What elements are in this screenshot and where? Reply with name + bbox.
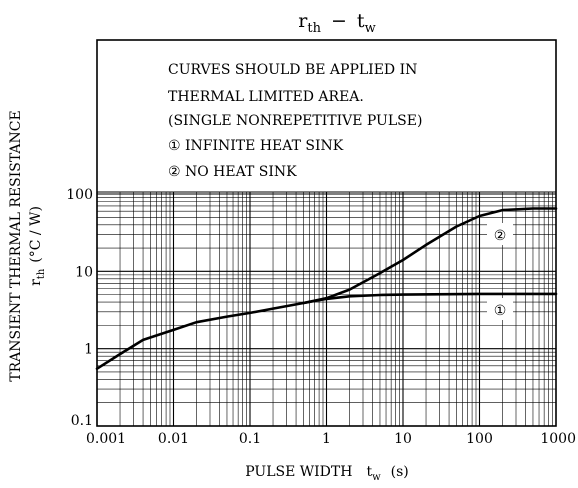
y-axis-unit: (°C / W) bbox=[28, 206, 44, 263]
y-axis-var-sub: th bbox=[36, 268, 47, 279]
y-tick-label: 0.1 bbox=[71, 413, 93, 429]
x-tick-label: 0.01 bbox=[158, 431, 189, 447]
y-axis-label-line1: TRANSIENT THERMAL RESISTANCE bbox=[8, 110, 24, 381]
y-tick-label: 10 bbox=[75, 264, 93, 280]
annotation-line: ① INFINITE HEAT SINK bbox=[168, 138, 344, 154]
y-tick-labels: 0.1 1 10 100 bbox=[66, 187, 93, 429]
series-label: ① bbox=[494, 303, 507, 319]
plot-grid bbox=[96, 191, 556, 427]
title-var-t: t bbox=[357, 10, 365, 32]
y-tick-label: 100 bbox=[66, 187, 93, 203]
x-tick-label: 100 bbox=[466, 431, 493, 447]
x-tick-label: 0.1 bbox=[239, 431, 261, 447]
x-tick-label: 0.001 bbox=[86, 431, 126, 447]
y-axis-label-line2: rth (°C / W) bbox=[28, 206, 47, 286]
series-label-bg bbox=[487, 223, 513, 245]
annotation-line: CURVES SHOULD BE APPLIED IN bbox=[168, 62, 417, 78]
title-separator: − bbox=[331, 10, 347, 32]
y-axis-var: r bbox=[28, 279, 44, 286]
title-sub-th: th bbox=[307, 21, 321, 36]
title-sub-w: w bbox=[365, 21, 376, 36]
x-tick-label: 1000 bbox=[540, 431, 576, 447]
plot-frame bbox=[96, 39, 557, 427]
curves bbox=[95, 207, 558, 370]
series-labels: ①② bbox=[487, 223, 513, 320]
annotation-line: THERMAL LIMITED AREA. bbox=[168, 89, 364, 105]
x-axis-var-sub: w bbox=[372, 472, 381, 483]
series-label: ② bbox=[494, 228, 507, 244]
series-label-bg bbox=[487, 298, 513, 320]
annotation-line: (SINGLE NONREPETITIVE PULSE) bbox=[168, 113, 422, 129]
x-tick-labels: 0.001 0.01 0.1 1 10 100 1000 bbox=[86, 431, 576, 447]
x-tick-label: 10 bbox=[394, 431, 412, 447]
chart-title: rth − tw bbox=[298, 10, 375, 36]
x-axis-label-text: PULSE WIDTH bbox=[245, 464, 352, 480]
x-axis-unit: (s) bbox=[391, 464, 409, 480]
curve-1 bbox=[95, 292, 558, 370]
x-axis-label: PULSE WIDTH tw (s) bbox=[245, 464, 409, 483]
x-axis-var: t bbox=[366, 464, 372, 480]
y-tick-label: 1 bbox=[84, 342, 93, 358]
curve-2 bbox=[302, 207, 558, 305]
annotation-line: ② NO HEAT SINK bbox=[168, 164, 297, 180]
annotation-notes: CURVES SHOULD BE APPLIED IN THERMAL LIMIT… bbox=[168, 62, 422, 180]
title-var-r: r bbox=[298, 10, 308, 32]
x-tick-label: 1 bbox=[322, 431, 331, 447]
